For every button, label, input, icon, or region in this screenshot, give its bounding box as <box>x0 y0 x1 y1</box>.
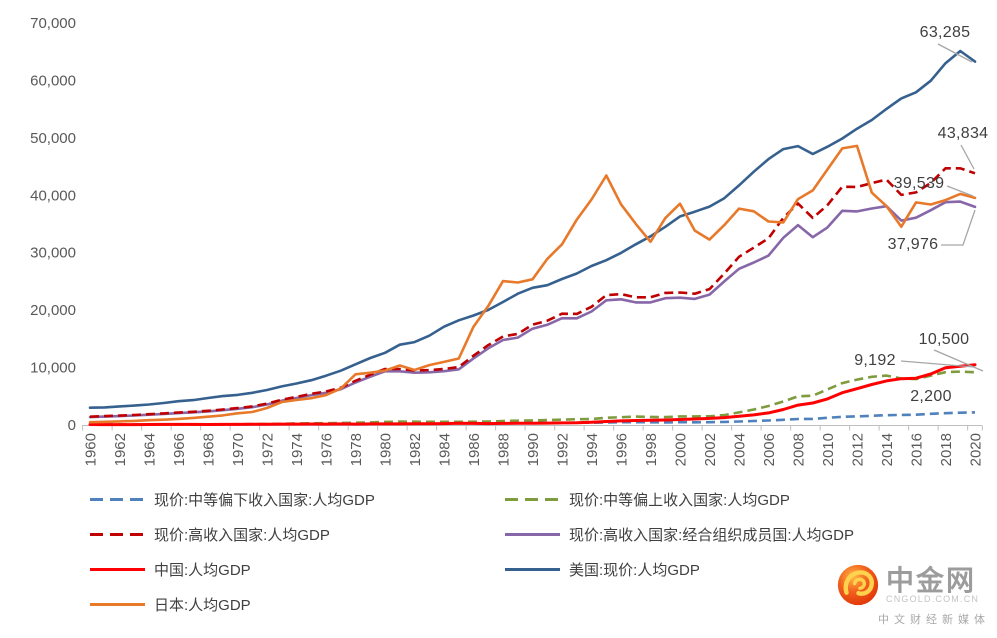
svg-text:2020: 2020 <box>968 433 985 466</box>
svg-text:1970: 1970 <box>230 433 247 466</box>
legend-item-upper-middle-income: 现价:中等偏上收入国家:人均GDP <box>505 489 854 510</box>
svg-text:1962: 1962 <box>112 433 129 466</box>
svg-text:1994: 1994 <box>584 433 601 466</box>
watermark-brand-text: 中金网 <box>886 565 977 596</box>
svg-text:1974: 1974 <box>289 433 306 466</box>
legend-label-lower-middle-income: 现价:中等偏下收入国家:人均GDP <box>154 492 375 509</box>
svg-text:0: 0 <box>68 417 76 434</box>
svg-text:2016: 2016 <box>909 433 926 466</box>
svg-text:40,000: 40,000 <box>30 187 76 204</box>
svg-text:20,000: 20,000 <box>30 302 76 319</box>
chart-legend: 现价:中等偏下收入国家:人均GDP 现价:高收入国家:人均GDP 中国:人均GD… <box>0 489 997 629</box>
svg-text:1986: 1986 <box>466 433 483 466</box>
legend-marker-dashed-blue <box>90 498 145 501</box>
svg-text:2006: 2006 <box>761 433 778 466</box>
svg-text:1976: 1976 <box>319 433 336 466</box>
svg-text:70,000: 70,000 <box>30 15 76 32</box>
svg-text:1972: 1972 <box>260 433 277 466</box>
legend-label-usa: 美国:现价:人均GDP <box>569 562 700 579</box>
svg-text:1982: 1982 <box>407 433 424 466</box>
legend-marker-dashed-dark-red <box>90 533 145 536</box>
svg-text:2014: 2014 <box>879 433 896 466</box>
svg-text:1968: 1968 <box>201 433 218 466</box>
svg-text:1998: 1998 <box>643 433 660 466</box>
svg-text:50,000: 50,000 <box>30 130 76 147</box>
svg-text:2008: 2008 <box>791 433 808 466</box>
legend-item-usa: 美国:现价:人均GDP <box>505 559 854 580</box>
svg-text:1960: 1960 <box>83 433 100 466</box>
data-label-china: 10,500 <box>918 331 970 348</box>
watermark-slogan-text: 中文财经新媒体 <box>878 614 990 626</box>
data-label-usa: 63,285 <box>919 24 971 41</box>
legend-marker-solid-dark-blue <box>505 568 560 571</box>
legend-label-upper-middle-income: 现价:中等偏上收入国家:人均GDP <box>569 492 790 509</box>
data-label-high-income-oecd: 37,976 <box>887 236 939 253</box>
legend-label-high-income: 现价:高收入国家:人均GDP <box>154 527 330 544</box>
legend-item-japan: 日本:人均GDP <box>90 594 375 615</box>
svg-text:1978: 1978 <box>348 433 365 466</box>
data-label-lower-middle-income: 2,200 <box>910 388 952 405</box>
legend-item-high-income: 现价:高收入国家:人均GDP <box>90 524 375 545</box>
svg-text:2012: 2012 <box>850 433 867 466</box>
data-label-high-income: 43,834 <box>937 125 989 142</box>
svg-text:2018: 2018 <box>938 433 955 466</box>
svg-text:1980: 1980 <box>378 433 395 466</box>
legend-marker-solid-purple <box>505 533 560 536</box>
legend-label-high-income-oecd: 现价:高收入国家:经合组织成员国:人均GDP <box>569 527 855 544</box>
legend-label-japan: 日本:人均GDP <box>154 597 251 614</box>
legend-marker-solid-red <box>90 568 145 571</box>
legend-marker-dashed-green <box>505 498 560 501</box>
legend-item-high-income-oecd: 现价:高收入国家:经合组织成员国:人均GDP <box>505 524 854 545</box>
svg-text:1984: 1984 <box>437 433 454 466</box>
data-label-upper-middle-income: 9,192 <box>854 352 896 369</box>
legend-item-lower-middle-income: 现价:中等偏下收入国家:人均GDP <box>90 489 375 510</box>
svg-text:1996: 1996 <box>614 433 631 466</box>
svg-text:60,000: 60,000 <box>30 72 76 89</box>
data-label-japan: 39,539 <box>893 175 945 192</box>
legend-label-china: 中国:人均GDP <box>154 562 251 579</box>
svg-text:2010: 2010 <box>820 433 837 466</box>
legend-marker-solid-orange <box>90 603 145 606</box>
legend-item-china: 中国:人均GDP <box>90 559 375 580</box>
svg-text:2000: 2000 <box>673 433 690 466</box>
svg-text:10,000: 10,000 <box>30 360 76 377</box>
svg-text:1992: 1992 <box>555 433 572 466</box>
svg-text:1990: 1990 <box>525 433 542 466</box>
svg-text:1966: 1966 <box>171 433 188 466</box>
svg-text:2004: 2004 <box>732 433 749 466</box>
cngold-logo-icon <box>837 564 879 606</box>
svg-text:30,000: 30,000 <box>30 245 76 262</box>
watermark-domain-text: CNGOLD.COM.CN <box>886 594 980 604</box>
svg-text:1988: 1988 <box>496 433 513 466</box>
svg-text:2002: 2002 <box>702 433 719 466</box>
cngold-watermark: 中金网 CNGOLD.COM.CN 中文财经新媒体 <box>835 562 990 627</box>
svg-text:1964: 1964 <box>142 433 159 466</box>
